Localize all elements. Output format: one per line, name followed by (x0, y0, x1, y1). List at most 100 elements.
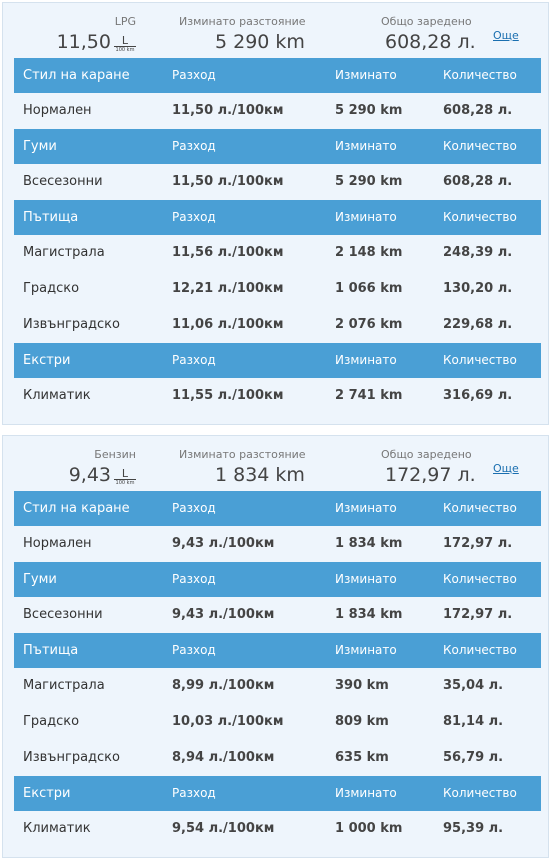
cell: Нормален (23, 103, 92, 118)
cell: 5 290 km (335, 103, 403, 118)
header-cell: Разход (172, 501, 216, 515)
header-cell: Разход (172, 643, 216, 657)
header-cell: Количество (443, 643, 517, 657)
unit-bottom: 100 km (115, 480, 135, 486)
cell: 11,56 л./100км (172, 245, 284, 260)
header-cell: Разход (172, 353, 216, 367)
stats-panel: Бензин 9,43 L 100 km Изминато разстояние 1 83… (2, 435, 549, 858)
cell: 1 066 km (335, 281, 403, 296)
header-cell: Разход (172, 139, 216, 153)
header-cell: Изминато (335, 139, 397, 153)
data-row: Извънградско 8,94 л./100км 635 km 56,79 л. (14, 740, 541, 776)
header-cell: Екстри (23, 786, 71, 801)
cell: Магистрала (23, 245, 105, 260)
data-row: Климатик 9,54 л./100км 1 000 km 95,39 л. (14, 811, 541, 847)
cell: Магистрала (23, 678, 105, 693)
cell: Градско (23, 714, 80, 729)
header-cell: Изминато (335, 786, 397, 800)
unit-top: L (114, 35, 136, 47)
cell: 11,50 л./100км (172, 103, 284, 118)
consumption: 11,50 (56, 31, 111, 53)
header-cell: Разход (172, 210, 216, 224)
header-cell: Разход (172, 68, 216, 82)
header-cell: Количество (443, 68, 517, 82)
cell: 8,99 л./100км (172, 678, 275, 693)
more-link[interactable]: Още (493, 29, 519, 42)
cell: 1 000 km (335, 821, 403, 836)
cell: 8,94 л./100км (172, 750, 275, 765)
header-cell: Разход (172, 786, 216, 800)
data-row: Нормален 11,50 л./100км 5 290 km 608,28 л. (14, 93, 541, 129)
cell: 248,39 л. (443, 245, 513, 260)
header-cell: Пътища (23, 643, 79, 658)
total: 172,97 л. (385, 464, 476, 486)
cell: 1 834 km (335, 607, 403, 622)
section-header: Гуми Разход Изминато Количество (14, 562, 541, 597)
section-header: Стил на каране Разход Изминато Количество (14, 58, 541, 93)
distance: 5 290 km (215, 31, 305, 53)
section-header: Пътища Разход Изминато Количество (14, 200, 541, 235)
total-label: Общо заредено (381, 15, 472, 28)
header-cell: Екстри (23, 353, 71, 368)
cell: Нормален (23, 536, 92, 551)
data-row: Градско 10,03 л./100км 809 km 81,14 л. (14, 704, 541, 740)
cell: 81,14 л. (443, 714, 504, 729)
cell: 130,20 л. (443, 281, 513, 296)
cell: 9,54 л./100км (172, 821, 275, 836)
header-cell: Изминато (335, 210, 397, 224)
header-cell: Гуми (23, 572, 57, 587)
section-header: Екстри Разход Изминато Количество (14, 343, 541, 378)
cell: 11,50 л./100км (172, 174, 284, 189)
header-cell: Изминато (335, 572, 397, 586)
header-cell: Количество (443, 501, 517, 515)
cell: 2 076 km (335, 317, 403, 332)
cell: 95,39 л. (443, 821, 504, 836)
more-link[interactable]: Още (493, 462, 519, 475)
cell: 172,97 л. (443, 536, 513, 551)
cell: 35,04 л. (443, 678, 504, 693)
cell: 2 148 km (335, 245, 403, 260)
distance-label: Изминато разстояние (179, 448, 306, 461)
header-cell: Разход (172, 572, 216, 586)
header-cell: Изминато (335, 68, 397, 82)
unit: L 100 km (114, 468, 136, 487)
distance: 1 834 km (215, 464, 305, 486)
cell: 635 km (335, 750, 389, 765)
cell: 5 290 km (335, 174, 403, 189)
cell: 11,06 л./100км (172, 317, 284, 332)
cell: 172,97 л. (443, 607, 513, 622)
cell: 2 741 km (335, 388, 403, 403)
cell: 1 834 km (335, 536, 403, 551)
summary: LPG 11,50 L 100 km Изминато разстояние 5 290 … (3, 3, 548, 58)
distance-label: Изминато разстояние (179, 15, 306, 28)
cell: Всесезонни (23, 607, 103, 622)
cell: 809 km (335, 714, 389, 729)
cell: Извънградско (23, 317, 120, 332)
data-row: Климатик 11,55 л./100км 2 741 km 316,69 л. (14, 378, 541, 414)
cell: 10,03 л./100км (172, 714, 284, 729)
cell: 390 km (335, 678, 389, 693)
header-cell: Стил на каране (23, 68, 130, 83)
cell: Климатик (23, 821, 91, 836)
cell: Всесезонни (23, 174, 103, 189)
section-header: Пътища Разход Изминато Количество (14, 633, 541, 668)
header-cell: Изминато (335, 643, 397, 657)
data-row: Всесезонни 9,43 л./100км 1 834 km 172,97 л. (14, 597, 541, 633)
cell: 608,28 л. (443, 174, 513, 189)
section-header: Гуми Разход Изминато Количество (14, 129, 541, 164)
header-cell: Количество (443, 353, 517, 367)
cell: Климатик (23, 388, 91, 403)
header-cell: Стил на каране (23, 501, 130, 516)
fuel-type: LPG (114, 15, 136, 28)
cell: 56,79 л. (443, 750, 504, 765)
cell: 11,55 л./100км (172, 388, 284, 403)
header-cell: Пътища (23, 210, 79, 225)
cell: 316,69 л. (443, 388, 513, 403)
unit: L 100 km (114, 35, 136, 54)
total-label: Общо заредено (381, 448, 472, 461)
consumption: 9,43 (68, 464, 111, 486)
header-cell: Количество (443, 572, 517, 586)
header-cell: Гуми (23, 139, 57, 154)
data-row: Всесезонни 11,50 л./100км 5 290 km 608,28 л… (14, 164, 541, 200)
data-row: Магистрала 8,99 л./100км 390 km 35,04 л. (14, 668, 541, 704)
